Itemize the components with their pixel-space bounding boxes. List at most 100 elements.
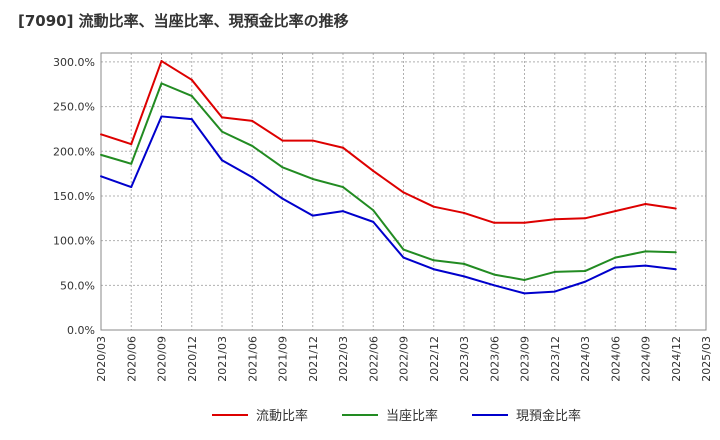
x-tick-label: 2020/12	[186, 336, 199, 382]
data-point	[190, 118, 193, 121]
x-tick-label: 2021/12	[307, 336, 320, 382]
data-point	[311, 139, 314, 142]
data-point	[463, 211, 465, 214]
data-point	[584, 270, 586, 273]
data-point	[160, 60, 163, 63]
legend-label: 現預金比率	[516, 408, 581, 424]
data-point	[523, 292, 526, 295]
x-tick-label: 2020/06	[125, 336, 138, 382]
x-tick-label: 2024/09	[640, 336, 653, 382]
x-tick-label: 2021/09	[277, 336, 290, 382]
data-point	[281, 166, 284, 169]
data-point	[553, 290, 556, 293]
data-point	[463, 262, 465, 265]
data-point	[584, 217, 586, 220]
series-line	[100, 82, 676, 281]
data-point	[251, 119, 254, 122]
data-point	[674, 207, 677, 210]
chart-title: [7090] 流動比率、当座比率、現預金比率の推移	[18, 12, 349, 30]
legend-item: 流動比率	[212, 408, 308, 424]
data-point	[221, 159, 223, 162]
data-point	[160, 82, 163, 85]
legend: 流動比率 当座比率 現預金比率	[212, 408, 581, 424]
x-axis: 2020/03 2020/06 2020/09 2020/12 2021/03 2021/…	[95, 336, 713, 382]
series-line	[100, 60, 676, 224]
data-point	[342, 186, 344, 189]
data-point	[100, 175, 102, 178]
x-tick-label: 2024/12	[670, 336, 683, 382]
series-1	[100, 60, 677, 224]
data-point	[432, 205, 435, 208]
x-tick-label: 2024/03	[579, 336, 592, 382]
y-axis: 0.0% 50.0% 100.0% 150.0% 200.0% 250.0% 300.0%	[53, 56, 95, 337]
x-tick-label: 2022/12	[428, 336, 441, 382]
data-point	[100, 133, 102, 136]
y-tick-label: 150.0%	[53, 190, 95, 203]
x-tick-label: 2025/03	[700, 336, 713, 382]
y-tick-label: 200.0%	[53, 145, 95, 158]
data-point	[614, 210, 617, 213]
x-tick-label: 2024/06	[609, 336, 622, 382]
data-point	[644, 250, 647, 253]
x-tick-label: 2021/03	[216, 336, 229, 382]
data-point	[644, 203, 647, 206]
legend-item: 当座比率	[342, 408, 438, 424]
x-tick-label: 2022/06	[367, 336, 380, 382]
data-point	[523, 221, 526, 224]
data-point	[523, 278, 526, 281]
data-point	[402, 256, 405, 259]
series-2	[100, 82, 677, 281]
data-point	[221, 116, 223, 119]
data-point	[311, 177, 314, 180]
data-point	[281, 139, 284, 142]
data-point	[342, 146, 344, 149]
data-point	[674, 251, 677, 254]
data-point	[130, 162, 133, 165]
x-tick-label: 2023/03	[458, 336, 471, 382]
x-tick-label: 2023/06	[488, 336, 501, 382]
x-tick-label: 2022/03	[337, 336, 350, 382]
data-point	[221, 130, 223, 133]
data-point	[402, 248, 405, 251]
y-tick-label: 250.0%	[53, 101, 95, 114]
data-point	[493, 284, 496, 287]
data-point	[674, 268, 677, 271]
x-tick-label: 2022/09	[398, 336, 411, 382]
legend-item: 現預金比率	[472, 408, 581, 424]
x-tick-label: 2020/09	[156, 336, 169, 382]
x-tick-label: 2020/03	[95, 336, 108, 382]
data-point	[584, 280, 586, 283]
data-point	[281, 197, 284, 200]
x-tick-label: 2023/09	[519, 336, 532, 382]
data-point	[130, 143, 133, 146]
data-point	[463, 275, 465, 278]
data-point	[372, 220, 375, 223]
y-tick-label: 100.0%	[53, 235, 95, 248]
series-line	[100, 115, 676, 295]
data-point	[251, 144, 254, 147]
x-tick-label: 2021/06	[246, 336, 259, 382]
data-point	[553, 218, 556, 221]
data-point	[432, 259, 435, 262]
data-point	[493, 221, 496, 224]
data-point	[614, 266, 617, 269]
data-point	[160, 115, 163, 118]
data-point	[432, 268, 435, 271]
data-point	[190, 94, 193, 97]
legend-label: 流動比率	[256, 408, 308, 424]
data-point	[644, 264, 647, 267]
data-point	[130, 186, 133, 189]
series	[100, 60, 677, 295]
data-point	[553, 270, 556, 273]
data-point	[614, 256, 617, 259]
data-point	[311, 214, 314, 217]
y-tick-label: 50.0%	[60, 279, 95, 292]
y-tick-label: 0.0%	[67, 324, 95, 337]
data-point	[493, 273, 496, 276]
data-point	[372, 209, 375, 212]
y-tick-label: 300.0%	[53, 56, 95, 69]
data-point	[402, 191, 405, 194]
data-point	[251, 176, 254, 179]
data-point	[372, 169, 375, 172]
